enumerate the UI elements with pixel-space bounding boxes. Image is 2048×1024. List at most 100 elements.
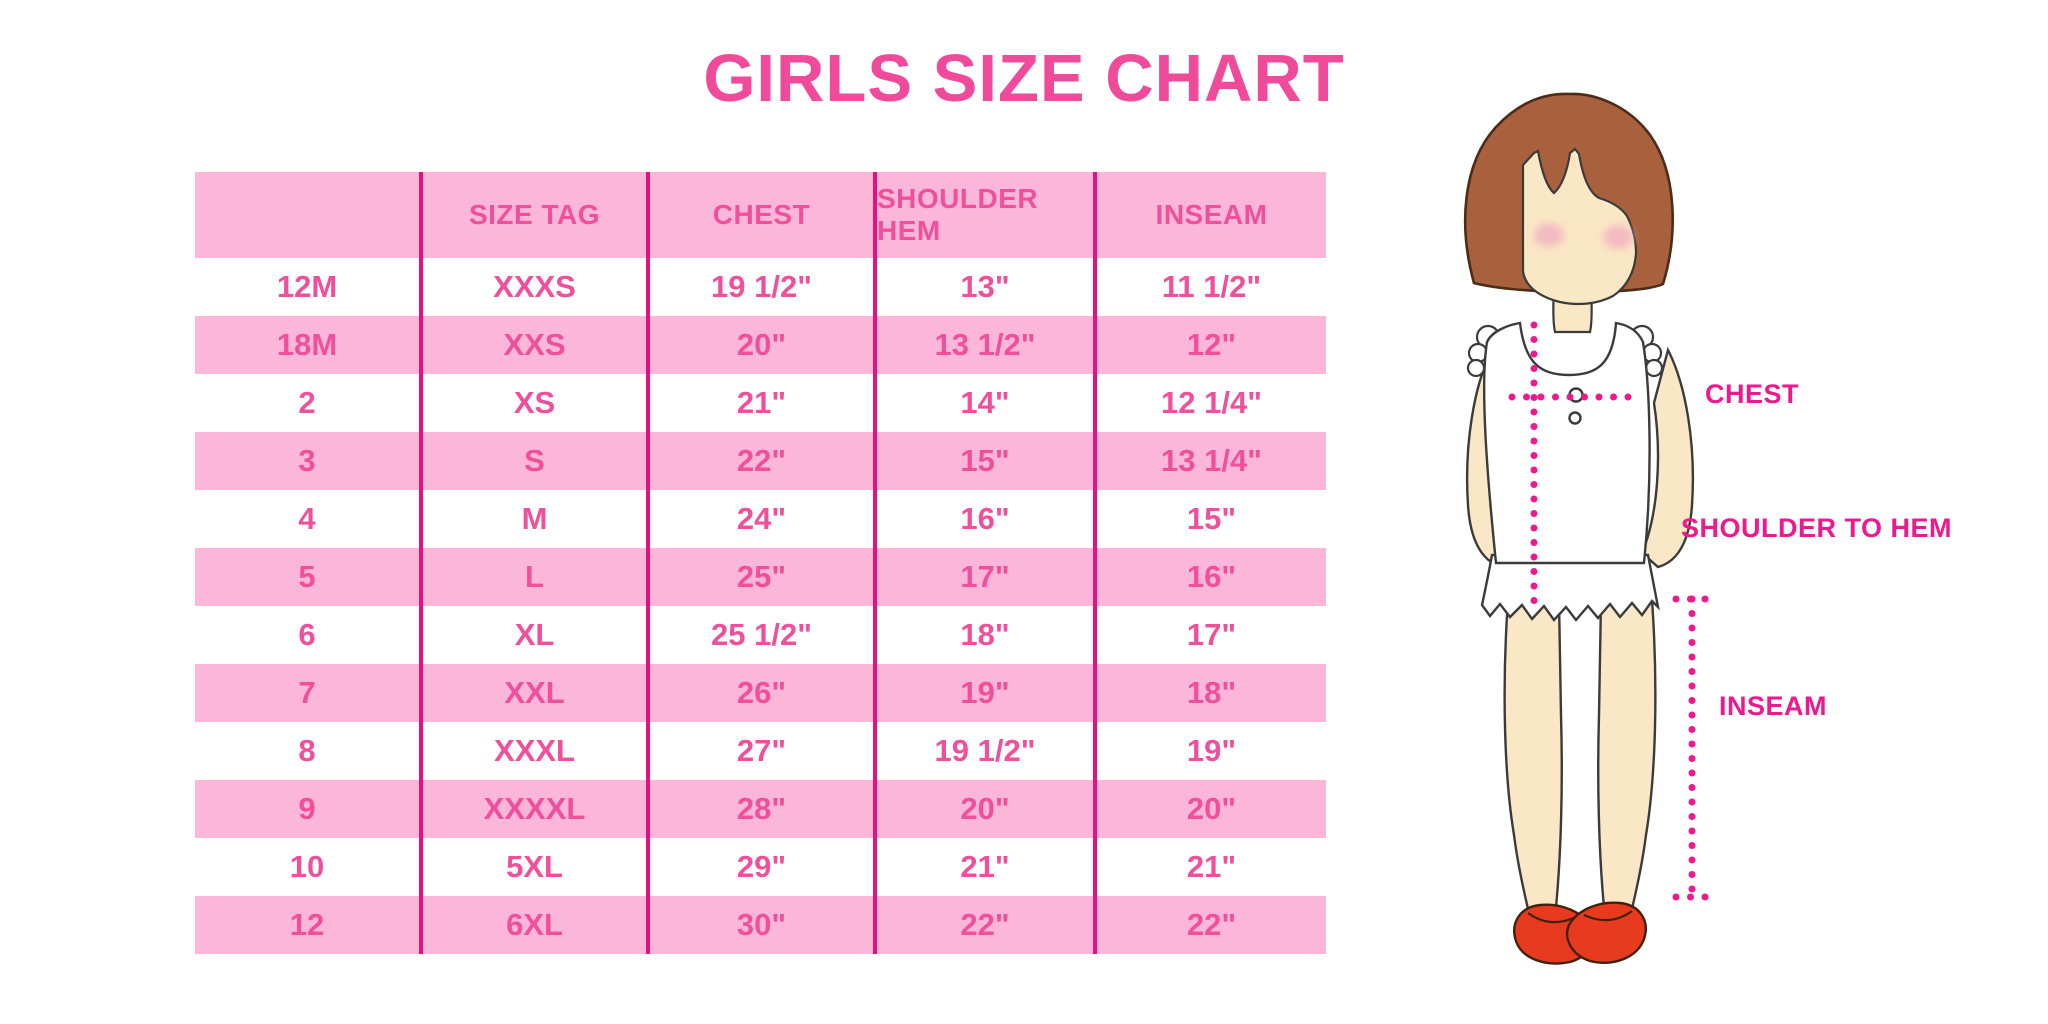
col-header-blank: [195, 172, 423, 258]
cell-size-tag: XXXL: [423, 722, 650, 780]
girl-illustration: [1463, 92, 1712, 965]
cell-size-tag: 6XL: [423, 896, 650, 954]
inseam-label: INSEAM: [1719, 691, 1828, 721]
cell-size: 12: [195, 896, 423, 954]
cell-size-tag: XXXS: [423, 258, 650, 316]
cell-size-tag: XXS: [423, 316, 650, 374]
cell-size-tag: XXXXL: [423, 780, 650, 838]
col-header-inseam: INSEAM: [1155, 199, 1268, 230]
left-leg: [1503, 598, 1563, 911]
left-shoe-strap: [1527, 912, 1577, 924]
face: [1521, 147, 1638, 306]
col-header-size-tag: SIZE TAG: [423, 172, 650, 258]
shoulder-ruffle: [1466, 358, 1486, 378]
size-table: SIZE TAG CHEST SHOULDER HEM INSEAM 12M X…: [195, 172, 1326, 954]
cell-shoulder-hem: 15": [877, 432, 1097, 490]
cell-shoulder-hem: 19": [877, 664, 1097, 722]
cell-shoulder-hem: 22": [877, 896, 1097, 954]
cell-inseam: 17": [1186, 617, 1237, 652]
cell-size: 6: [195, 606, 423, 664]
cell-chest: 24": [650, 490, 877, 548]
cell-shoulder-hem: 13 1/2": [877, 316, 1097, 374]
cell-chest: 26": [650, 664, 877, 722]
blush-right: [1603, 225, 1633, 249]
cell-shoulder-hem: 17": [877, 548, 1097, 606]
table-row: 9 XXXXL 28" 20" 20": [195, 780, 1326, 838]
table-row: 8 XXXL 27" 19 1/2" 19": [195, 722, 1326, 780]
cell-chest: 20": [650, 316, 877, 374]
cell-inseam: 13 1/4": [1161, 443, 1262, 478]
cell-shoulder-hem: 19 1/2": [877, 722, 1097, 780]
cell-size: 9: [195, 780, 423, 838]
cell-size-tag: 5XL: [423, 838, 650, 896]
girl-figure: [1463, 92, 1695, 965]
cell-size: 10: [195, 838, 423, 896]
cell-size: 7: [195, 664, 423, 722]
cell-inseam: 16": [1186, 559, 1237, 594]
cell-inseam: 12 1/4": [1161, 385, 1262, 420]
table-row: 6 XL 25 1/2" 18" 17": [195, 606, 1326, 664]
table-row: 2 XS 21" 14" 12 1/4": [195, 374, 1326, 432]
top-garment: [1482, 321, 1651, 565]
table-row: 12M XXXS 19 1/2" 13" 11 1/2": [195, 258, 1326, 316]
cell-size: 3: [195, 432, 423, 490]
col-header-chest: CHEST: [650, 172, 877, 258]
right-arm: [1640, 346, 1695, 569]
right-shoe-strap: [1583, 910, 1633, 922]
cell-size-tag: M: [423, 490, 650, 548]
cell-shoulder-hem: 13": [877, 258, 1097, 316]
cell-shoulder-hem: 21": [877, 838, 1097, 896]
cell-size-tag: S: [423, 432, 650, 490]
cell-size: 8: [195, 722, 423, 780]
table-row: 12 6XL 30" 22" 22": [195, 896, 1326, 954]
cell-chest: 25 1/2": [650, 606, 877, 664]
cell-size: 4: [195, 490, 423, 548]
cell-chest: 19 1/2": [650, 258, 877, 316]
table-row: 3 S 22" 15" 13 1/4": [195, 432, 1326, 490]
cell-chest: 29": [650, 838, 877, 896]
cell-chest: 27": [650, 722, 877, 780]
cell-inseam: 11 1/2": [1161, 269, 1262, 304]
cell-chest: 21": [650, 374, 877, 432]
shoulder-to-hem-label: SHOULDER TO HEM: [1681, 513, 1953, 543]
cell-chest: 28": [650, 780, 877, 838]
chest-label: CHEST: [1705, 379, 1800, 409]
cell-inseam: 18": [1186, 675, 1237, 710]
table-header-row: SIZE TAG CHEST SHOULDER HEM INSEAM: [195, 172, 1326, 258]
table-row: 10 5XL 29" 21" 21": [195, 838, 1326, 896]
skirt-ruffle: [1480, 553, 1660, 622]
cell-shoulder-hem: 16": [877, 490, 1097, 548]
table-row: 4 M 24" 16" 15": [195, 490, 1326, 548]
col-header-shoulder-hem: SHOULDER HEM: [877, 172, 1097, 258]
table-row: 18M XXS 20" 13 1/2" 12": [195, 316, 1326, 374]
page-title: GIRLS SIZE CHART: [703, 41, 1345, 116]
blush-left: [1534, 223, 1564, 247]
cell-inseam: 20": [1186, 791, 1237, 826]
cell-chest: 30": [650, 896, 877, 954]
cell-inseam: 19": [1186, 733, 1237, 768]
cell-size-tag: L: [423, 548, 650, 606]
cell-chest: 25": [650, 548, 877, 606]
cell-size: 18M: [195, 316, 423, 374]
cell-inseam: 12": [1186, 327, 1237, 362]
cell-size-tag: XXL: [423, 664, 650, 722]
cell-size: 5: [195, 548, 423, 606]
table-row: 7 XXL 26" 19" 18": [195, 664, 1326, 722]
cell-shoulder-hem: 18": [877, 606, 1097, 664]
cell-inseam: 22": [1186, 907, 1237, 942]
cell-size-tag: XL: [423, 606, 650, 664]
right-leg: [1597, 598, 1657, 911]
cell-size: 12M: [195, 258, 423, 316]
right-shoe: [1566, 901, 1647, 964]
cell-shoulder-hem: 14": [877, 374, 1097, 432]
cell-size-tag: XS: [423, 374, 650, 432]
cell-shoulder-hem: 20": [877, 780, 1097, 838]
cell-inseam: 15": [1186, 501, 1237, 536]
table-row: 5 L 25" 17" 16": [195, 548, 1326, 606]
button: [1568, 411, 1582, 425]
cell-chest: 22": [650, 432, 877, 490]
shoulder-ruffle: [1644, 358, 1664, 378]
cell-inseam: 21": [1186, 849, 1237, 884]
cell-size: 2: [195, 374, 423, 432]
